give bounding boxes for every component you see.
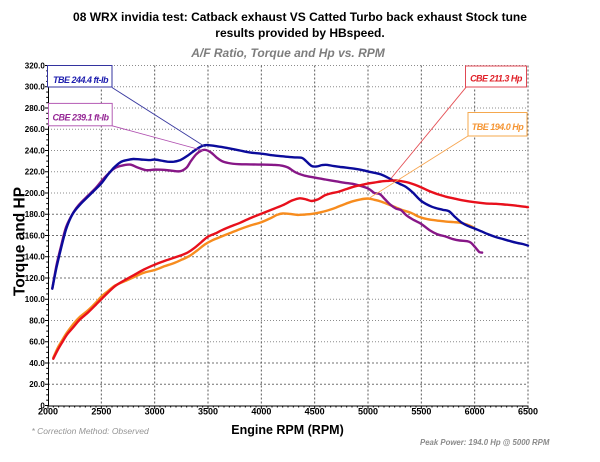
svg-text:2500: 2500 xyxy=(91,406,111,416)
svg-text:5000: 5000 xyxy=(358,406,378,416)
svg-text:Engine RPM (RPM): Engine RPM (RPM) xyxy=(231,423,344,437)
svg-text:6000: 6000 xyxy=(465,406,485,416)
svg-text:3000: 3000 xyxy=(145,406,165,416)
svg-text:120.0: 120.0 xyxy=(25,274,46,283)
svg-text:40.0: 40.0 xyxy=(29,359,45,368)
svg-text:Peak Power: 194.0 Hp @ 5000 RP: Peak Power: 194.0 Hp @ 5000 RPM xyxy=(420,438,550,447)
svg-text:3500: 3500 xyxy=(198,406,218,416)
svg-text:280.0: 280.0 xyxy=(25,104,46,113)
svg-text:60.0: 60.0 xyxy=(29,338,45,347)
svg-text:Torque and HP: Torque and HP xyxy=(12,187,29,296)
svg-text:160.0: 160.0 xyxy=(25,231,46,240)
svg-text:200.0: 200.0 xyxy=(25,189,46,198)
svg-text:TBE 244.4 ft-lb: TBE 244.4 ft-lb xyxy=(53,75,109,85)
svg-text:TBE 194.0 Hp: TBE 194.0 Hp xyxy=(472,122,525,132)
svg-text:220.0: 220.0 xyxy=(25,168,46,177)
svg-text:08 WRX invidia test: Catback e: 08 WRX invidia test: Catback exhaust VS … xyxy=(73,10,527,24)
svg-text:results provided by HBspeed.: results provided by HBspeed. xyxy=(215,26,384,40)
svg-text:A/F Ratio, Torque and Hp vs. R: A/F Ratio, Torque and Hp vs. RPM xyxy=(190,46,386,60)
svg-text:300.0: 300.0 xyxy=(25,83,46,92)
svg-text:CBE 211.3 Hp: CBE 211.3 Hp xyxy=(470,74,523,84)
svg-text:240.0: 240.0 xyxy=(25,146,46,155)
svg-text:2000: 2000 xyxy=(38,406,58,416)
svg-text:20.0: 20.0 xyxy=(29,380,45,389)
svg-text:180.0: 180.0 xyxy=(25,210,46,219)
svg-text:4500: 4500 xyxy=(305,406,325,416)
svg-text:5500: 5500 xyxy=(411,406,431,416)
svg-text:140.0: 140.0 xyxy=(25,253,46,262)
svg-text:CBE 239.1 ft-lb: CBE 239.1 ft-lb xyxy=(52,112,109,122)
svg-text:* Correction Method: Observed: * Correction Method: Observed xyxy=(32,426,149,436)
svg-text:320.0: 320.0 xyxy=(25,61,46,70)
svg-text:0: 0 xyxy=(40,401,45,410)
svg-text:80.0: 80.0 xyxy=(29,316,45,325)
svg-text:100.0: 100.0 xyxy=(25,295,46,304)
svg-text:4000: 4000 xyxy=(251,406,271,416)
svg-text:6500: 6500 xyxy=(518,406,538,416)
svg-text:260.0: 260.0 xyxy=(25,125,46,134)
